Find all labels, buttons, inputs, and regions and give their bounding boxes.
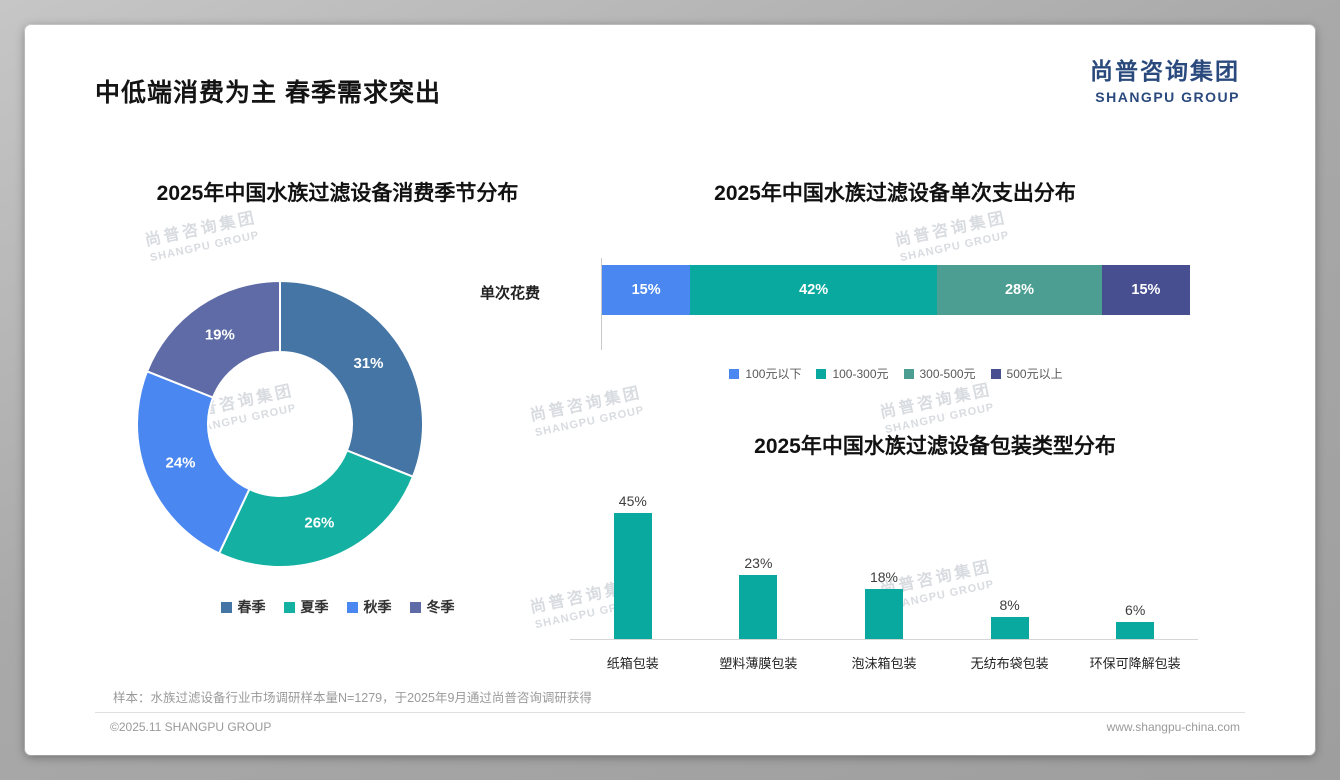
spend-chart-title: 2025年中国水族过滤设备单次支出分布 xyxy=(714,182,1076,205)
bar-无纺布袋包装 xyxy=(990,617,1029,639)
legend-swatch xyxy=(903,368,914,379)
donut-segment-春季 xyxy=(279,279,424,478)
packaging-bar-xaxis: 纸箱包装 塑料薄膜包装 泡沫箱包装 无纺布袋包装 环保可降解包装 xyxy=(570,653,1198,672)
bar-value-label: 45% xyxy=(618,493,647,509)
legend-label: 100-300元 xyxy=(832,367,889,381)
donut-value-label: 19% xyxy=(205,326,235,343)
donut-value-label: 24% xyxy=(165,454,195,471)
donut-segment-秋季 xyxy=(136,370,251,555)
bar-value-label: 6% xyxy=(1125,602,1146,618)
legend-item: 春季 xyxy=(220,597,266,617)
footer-copyright: ©2025.11 SHANGPU GROUP xyxy=(110,720,272,734)
season-donut-legend: 春季 夏季 秋季 冬季 xyxy=(100,597,575,617)
watermark: 尚普咨询集团 SHANGPU GROUP xyxy=(527,379,646,440)
legend-swatch xyxy=(990,368,1001,379)
legend-item: 夏季 xyxy=(283,597,329,617)
legend-label: 300-500元 xyxy=(919,367,976,381)
bar-category-label: 塑料薄膜包装 xyxy=(719,656,798,671)
bar-value-label: 18% xyxy=(869,569,898,585)
legend-swatch xyxy=(283,601,295,613)
stack-segment-300-500元: 28% xyxy=(937,265,1102,315)
legend-swatch xyxy=(729,368,740,379)
page-title: 中低端消费为主 春季需求突出 xyxy=(95,79,441,107)
sample-footnote: 样本：水族过滤设备行业市场调研样本量N=1279，于2025年9月通过尚普咨询调… xyxy=(113,691,592,705)
spend-row-label: 单次花费 xyxy=(480,285,541,302)
logo-cn-text: 尚普咨询集团 xyxy=(1090,58,1240,84)
bar-塑料薄膜包装 xyxy=(739,575,778,639)
legend-item: 秋季 xyxy=(346,597,392,617)
stack-segment-100元以下: 15% xyxy=(602,265,691,315)
legend-item: 100-300元 xyxy=(816,365,889,382)
footer-divider xyxy=(95,712,1245,713)
season-chart-title: 2025年中国水族过滤设备消费季节分布 xyxy=(156,182,519,205)
watermark: 尚普咨询集团 SHANGPU GROUP xyxy=(892,204,1011,265)
bar-group: 8% xyxy=(947,597,1073,639)
logo-en-text: SHANGPU GROUP xyxy=(1095,89,1240,105)
legend-label: 夏季 xyxy=(300,599,329,615)
legend-label: 冬季 xyxy=(426,599,455,615)
donut-segment-冬季 xyxy=(145,279,281,399)
packaging-bar-plot: 45% 23% 18% 8% 6% xyxy=(570,480,1198,640)
packaging-chart-title: 2025年中国水族过滤设备包装类型分布 xyxy=(754,435,1116,458)
legend-label: 秋季 xyxy=(363,599,392,615)
bar-group: 45% xyxy=(570,493,696,639)
watermark: 尚普咨询集团 SHANGPU GROUP xyxy=(877,376,996,437)
legend-item: 冬季 xyxy=(409,597,455,617)
bar-category-label: 环保可降解包装 xyxy=(1089,656,1181,671)
donut-value-label: 31% xyxy=(353,355,383,372)
bar-value-label: 23% xyxy=(744,555,773,571)
bar-value-label: 8% xyxy=(999,597,1020,613)
bar-category-label: 无纺布袋包装 xyxy=(970,656,1049,671)
season-donut-chart: 31% 26% 24% 19% xyxy=(136,279,424,568)
footer-website: www.shangpu-china.com xyxy=(1106,720,1240,734)
spend-axis-line xyxy=(601,258,602,350)
donut-value-label: 26% xyxy=(304,514,334,531)
logo: 尚普咨询集团 SHANGPU GROUP xyxy=(1090,52,1240,105)
spend-legend: 100元以下 100-300元 300-500元 500元以上 xyxy=(602,365,1190,382)
bar-泡沫箱包装 xyxy=(864,589,903,639)
legend-label: 100元以下 xyxy=(745,367,802,381)
legend-item: 300-500元 xyxy=(903,365,976,382)
legend-item: 100元以下 xyxy=(729,365,801,382)
spend-stacked-bar: 15% 42% 28% 15% xyxy=(602,265,1190,315)
bar-纸箱包装 xyxy=(613,513,652,639)
stack-segment-100-300元: 42% xyxy=(690,265,938,315)
legend-swatch xyxy=(816,368,827,379)
watermark: 尚普咨询集团 SHANGPU GROUP xyxy=(142,204,261,265)
legend-item: 500元以上 xyxy=(990,365,1063,382)
legend-swatch xyxy=(220,601,232,613)
bar-group: 18% xyxy=(821,569,947,639)
stack-segment-500元以上: 15% xyxy=(1101,265,1190,315)
bar-group: 23% xyxy=(696,555,822,639)
bar-category-label: 泡沫箱包装 xyxy=(851,656,917,671)
bar-group: 6% xyxy=(1072,602,1198,639)
slide: 尚普咨询集团 SHANGPU GROUP 尚普咨询集团 SHANGPU GROUP 尚普… xyxy=(25,25,1315,755)
donut-segment-夏季 xyxy=(217,449,415,568)
legend-label: 春季 xyxy=(237,599,266,615)
legend-swatch xyxy=(409,601,421,613)
bar-环保可降解包装 xyxy=(1116,622,1155,639)
legend-swatch xyxy=(346,601,358,613)
bar-category-label: 纸箱包装 xyxy=(606,656,659,671)
legend-label: 500元以上 xyxy=(1006,367,1063,381)
